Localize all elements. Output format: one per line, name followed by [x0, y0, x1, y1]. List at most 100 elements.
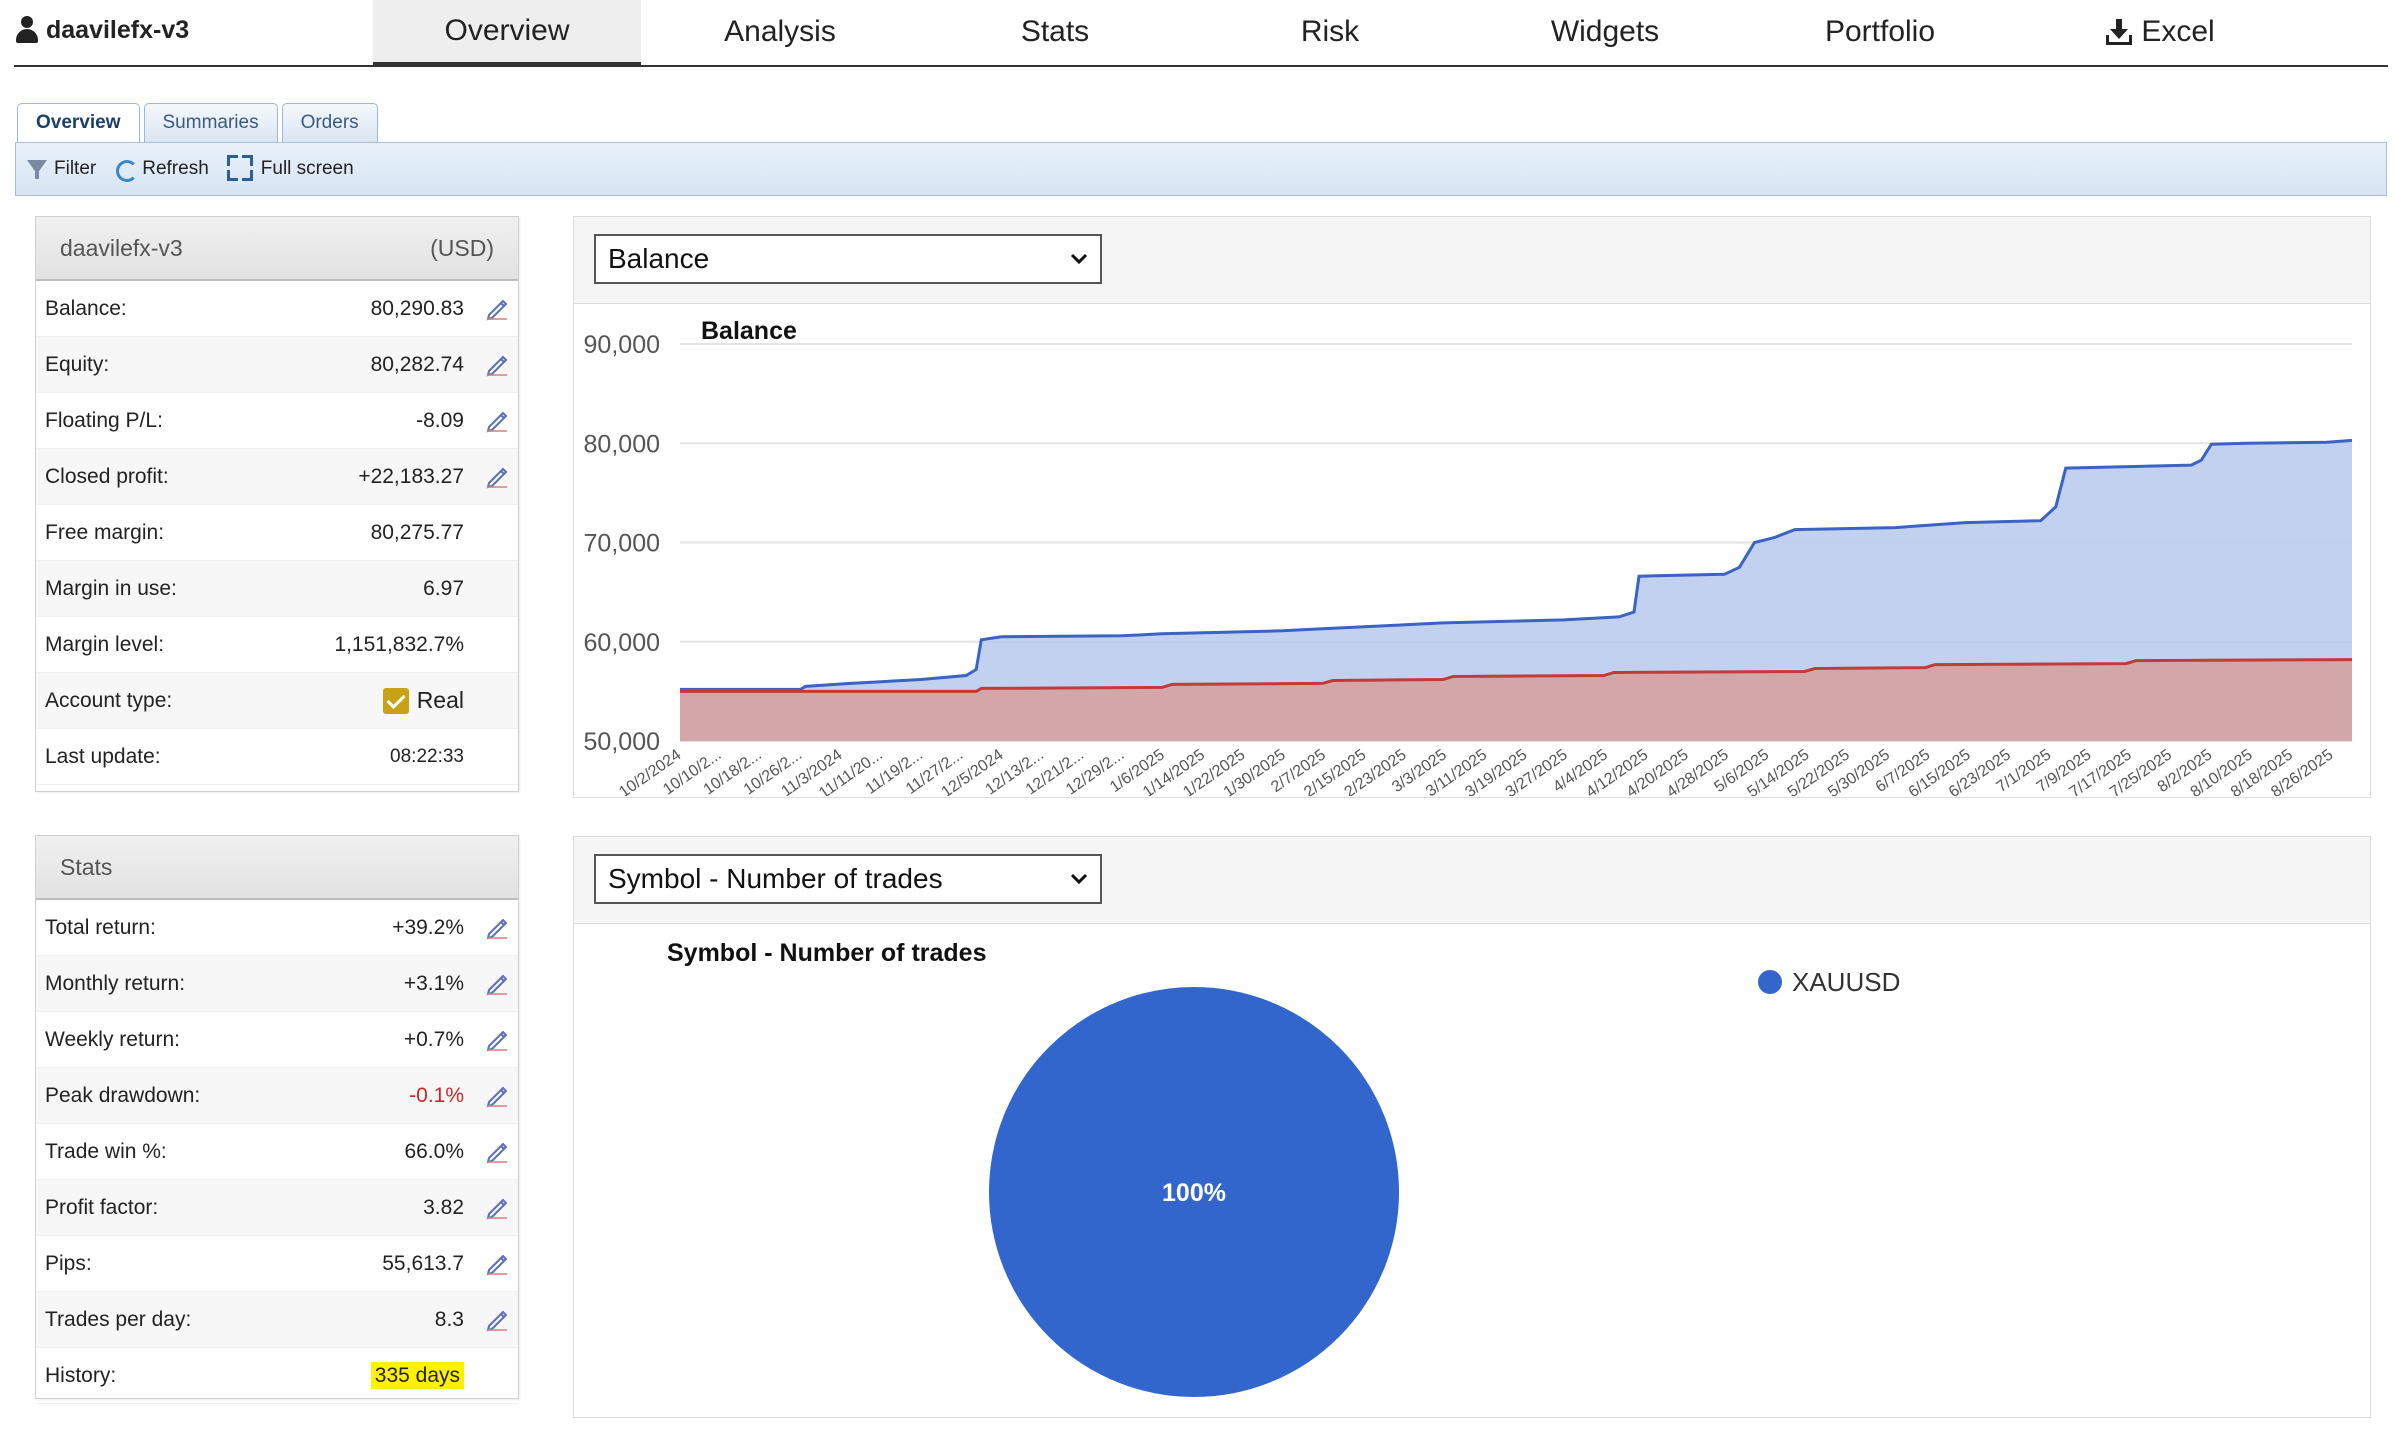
- legend-marker: [1758, 970, 1782, 994]
- edit-icon[interactable]: [484, 407, 510, 433]
- stats-row: Monthly return: +3.1%: [36, 956, 518, 1012]
- symbol-chart-toolbar: Symbol - Number of trades: [574, 837, 2370, 924]
- excel-export-button[interactable]: Excel: [2020, 0, 2300, 64]
- subtab-orders[interactable]: Orders: [281, 103, 378, 142]
- row-label: Profit factor:: [45, 1195, 159, 1219]
- row-value: 80,290.83: [370, 296, 464, 320]
- tab-risk[interactable]: Risk: [1300, 15, 1360, 48]
- account-rows: Balance: 80,290.83 Equity: 80,282.74 Floatin…: [36, 281, 518, 785]
- balance-chart-panel: Balance Balance 50,000 60,000 70,000 80,000 9…: [573, 216, 2371, 798]
- row-label: Margin in use:: [45, 576, 177, 600]
- toolbar: Filter Refresh Full screen: [15, 142, 2387, 196]
- row-label: Equity:: [45, 352, 110, 376]
- row-label: Balance:: [45, 296, 127, 320]
- pie-data-label: 100%: [1162, 1179, 1226, 1207]
- row-value: +39.2%: [392, 915, 464, 939]
- stats-row: Profit factor: 3.82: [36, 1180, 518, 1236]
- highlighted-value: 335 days: [370, 1361, 464, 1389]
- legend-label[interactable]: XAUUSD: [1792, 967, 1900, 997]
- nav-divider: [14, 65, 2388, 67]
- refresh-button[interactable]: Refresh: [114, 158, 209, 182]
- tab-stats[interactable]: Stats: [1020, 15, 1090, 48]
- row-label: Last update:: [45, 744, 161, 768]
- subtab-overview[interactable]: Overview: [17, 103, 140, 142]
- account-row: Margin in use: 6.97: [36, 561, 518, 617]
- row-value: 66.0%: [404, 1139, 464, 1163]
- history-row: History: 335 days: [36, 1348, 518, 1404]
- tab-portfolio[interactable]: Portfolio: [1824, 15, 1936, 48]
- edit-icon[interactable]: [484, 351, 510, 377]
- account-name: daavilefx-v3: [46, 15, 190, 44]
- edit-icon[interactable]: [484, 463, 510, 489]
- chart-title: Balance: [701, 317, 797, 345]
- filter-button[interactable]: Filter: [26, 158, 96, 180]
- account-type-row: Account type: Real: [36, 673, 518, 729]
- edit-icon[interactable]: [484, 914, 510, 940]
- account-row: Floating P/L: -8.09: [36, 393, 518, 449]
- top-navigation: daavilefx-v3 Overview Analysis Stats Ris…: [0, 0, 2398, 68]
- row-value: -0.1%: [409, 1083, 464, 1107]
- stats-rows: Total return: +39.2% Monthly return: +3.1% W…: [36, 900, 518, 1404]
- deposit-line: [680, 658, 2353, 693]
- stats-row: Pips: 55,613.7: [36, 1236, 518, 1292]
- sub-tabs: Overview Summaries Orders: [17, 103, 378, 142]
- account-row: Closed profit: +22,183.27: [36, 449, 518, 505]
- account-panel-header: daavilefx-v3 (USD): [36, 217, 518, 281]
- stats-panel-title: Stats: [60, 853, 113, 880]
- row-value: 1,151,832.7%: [334, 632, 464, 656]
- tab-overview[interactable]: Overview: [373, 0, 641, 65]
- row-value: 80,282.74: [370, 352, 464, 376]
- stats-row: Trades per day: 8.3: [36, 1292, 518, 1348]
- chart-type-select[interactable]: Balance: [594, 234, 1102, 284]
- symbol-chart-panel: Symbol - Number of trades Symbol - Numbe…: [573, 836, 2371, 1418]
- y-tick-label: 80,000: [584, 430, 660, 458]
- account-currency: (USD): [430, 234, 494, 261]
- row-value: 08:22:33: [390, 745, 464, 767]
- y-tick-label: 50,000: [584, 728, 660, 756]
- row-value: +22,183.27: [358, 464, 464, 488]
- row-label: Floating P/L:: [45, 408, 163, 432]
- row-value: Real: [382, 687, 464, 714]
- account-switcher[interactable]: daavilefx-v3: [14, 14, 189, 46]
- edit-icon[interactable]: [484, 295, 510, 321]
- symbol-pie-chart: Symbol - Number of trades 100% XAUUSD: [667, 939, 1900, 1399]
- tab-widgets[interactable]: Widgets: [1550, 15, 1660, 48]
- tab-analysis[interactable]: Analysis: [724, 15, 836, 48]
- row-label: Account type:: [45, 688, 173, 712]
- deposit-area: [680, 659, 2352, 741]
- row-value: 80,275.77: [370, 520, 464, 544]
- edit-icon[interactable]: [484, 1250, 510, 1276]
- pie-type-select[interactable]: Symbol - Number of trades: [594, 854, 1102, 904]
- row-value: 55,613.7: [382, 1251, 464, 1275]
- subtab-summaries[interactable]: Summaries: [143, 103, 278, 142]
- edit-icon[interactable]: [484, 1138, 510, 1164]
- pie-slice[interactable]: [987, 985, 1401, 1399]
- account-row: Balance: 80,290.83: [36, 281, 518, 337]
- checkbox-icon: [382, 687, 409, 714]
- edit-icon[interactable]: [484, 1194, 510, 1220]
- row-value: 6.97: [423, 576, 464, 600]
- row-value: +0.7%: [403, 1027, 464, 1051]
- refresh-icon: [114, 158, 139, 182]
- y-tick-label: 60,000: [584, 629, 660, 657]
- fullscreen-icon: [226, 155, 255, 183]
- row-value: +3.1%: [403, 971, 464, 995]
- chevron-down-icon: [1070, 873, 1088, 885]
- row-value: -8.09: [416, 408, 464, 432]
- edit-icon[interactable]: [484, 1026, 510, 1052]
- edit-icon[interactable]: [484, 970, 510, 996]
- account-row: Free margin: 80,275.77: [36, 505, 518, 561]
- account-panel: daavilefx-v3 (USD) Balance: 80,290.83 Equi…: [35, 216, 519, 792]
- filter-icon: [26, 158, 48, 180]
- edit-icon[interactable]: [484, 1082, 510, 1108]
- row-value: 335 days: [370, 1361, 464, 1389]
- stats-panel: Stats Total return: +39.2% Monthly return:…: [35, 835, 519, 1404]
- row-value: 3.82: [423, 1195, 464, 1219]
- stats-row: Total return: +39.2%: [36, 900, 518, 956]
- edit-icon[interactable]: [484, 1306, 510, 1332]
- chevron-down-icon: [1070, 253, 1088, 265]
- row-label: Closed profit:: [45, 464, 169, 488]
- fullscreen-button[interactable]: Full screen: [226, 155, 354, 183]
- row-label: Pips:: [45, 1251, 92, 1275]
- row-label: Margin level:: [45, 632, 165, 656]
